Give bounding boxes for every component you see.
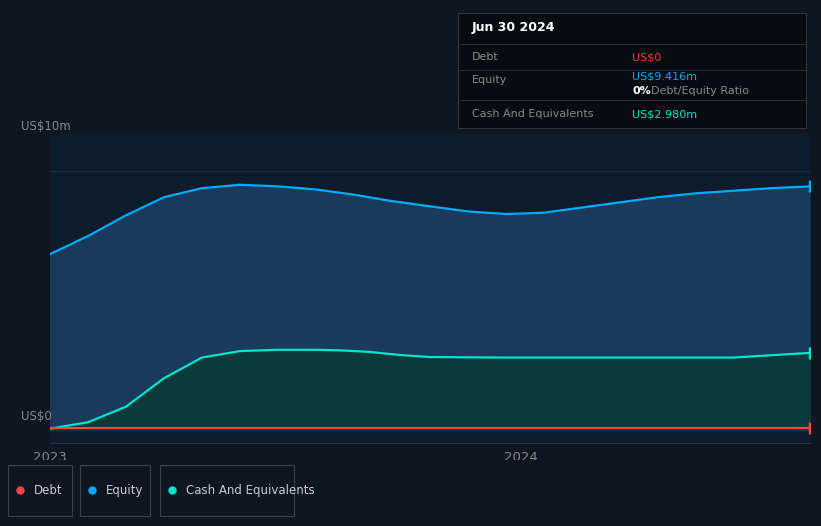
Text: US$0: US$0 [21,410,51,423]
Text: Debt/Equity Ratio: Debt/Equity Ratio [651,86,750,96]
Text: 0%: 0% [632,86,651,96]
Text: Equity: Equity [472,75,507,85]
Text: Debt: Debt [34,484,62,497]
Text: Cash And Equivalents: Cash And Equivalents [472,109,594,119]
Text: Equity: Equity [106,484,144,497]
Text: Jun 30 2024: Jun 30 2024 [472,21,556,34]
Text: Cash And Equivalents: Cash And Equivalents [186,484,314,497]
Text: US$10m: US$10m [21,119,71,133]
Text: US$9.416m: US$9.416m [632,72,697,82]
Text: Debt: Debt [472,52,499,62]
Text: US$0: US$0 [632,52,662,62]
Text: US$2.980m: US$2.980m [632,109,697,119]
